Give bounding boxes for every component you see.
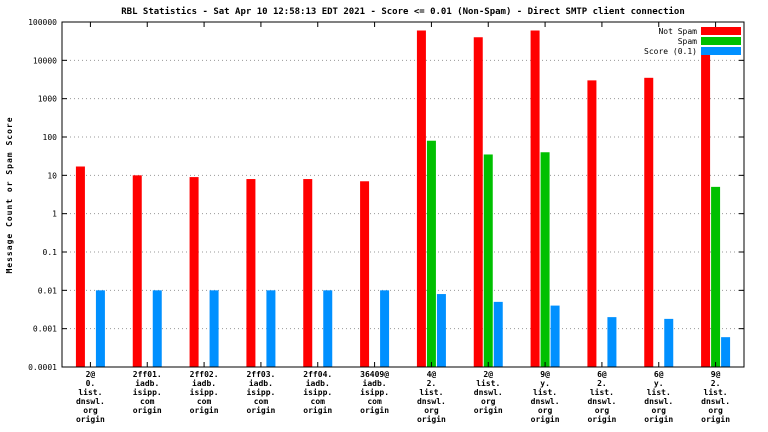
bar-not-spam-8 [530,30,540,367]
bar-score-0-1-5 [380,290,390,367]
y-tick-label: 0.001 [33,325,57,334]
bar-not-spam-6 [416,30,426,367]
y-tick-label: 1000 [38,95,57,104]
x-category-label-3: 2ff03. iadb. isipp. com origin [246,370,275,415]
bar-not-spam-9 [587,80,597,368]
bar-score-0-1-6 [436,294,446,367]
bar-not-spam-11 [701,48,711,367]
legend-label-score-0-1: Score (0.1) [644,47,697,56]
y-tick-label: 0.1 [43,248,58,257]
bar-score-0-1-1 [152,290,162,367]
x-category-label-1: 2ff01. iadb. isipp. com origin [133,370,162,415]
bar-not-spam-4 [303,179,313,367]
legend-label-not-spam: Not Spam [658,27,697,36]
bar-not-spam-2 [189,177,199,367]
y-axis-title: Message Count or Spam Score [5,116,14,273]
y-tick-label: 100 [43,133,58,142]
bar-score-0-1-8 [550,305,560,367]
bar-score-0-1-11 [721,337,731,367]
y-tick-label: 0.01 [38,286,57,295]
x-category-label-11: 9@ 2. list. dnswl. org origin [701,370,730,424]
plot-area: 100000 10000 1000 100 10 1 0.1 0.01 0.001 0.0001 2… [28,18,745,424]
bar-spam-6 [426,140,436,367]
bar-score-0-1-7 [493,301,503,367]
y-tick-label: 1 [52,210,57,219]
x-category-label-4: 2ff04. iadb. isipp. com origin [303,370,332,415]
bar-not-spam-1 [132,175,142,367]
bar-score-0-1-9 [607,317,617,367]
x-category-label-7: 2@ list. dnswl. org origin [474,370,503,415]
legend-swatch-not-spam [701,27,741,35]
bar-not-spam-10 [644,77,654,367]
x-category-label-8: 9@ y. list. dnswl. org origin [531,370,560,424]
bar-score-0-1-4 [323,290,333,367]
bar-score-0-1-10 [664,318,674,367]
x-category-label-0: 2@ 0. list. dnswl. org origin [76,370,105,424]
legend-swatch-score-0-1 [701,47,741,55]
y-tick-label: 10000 [33,56,57,65]
y-tick-label: 10 [47,171,57,180]
bar-score-0-1-3 [266,290,276,367]
y-tick-label: 100000 [28,18,57,27]
bar-not-spam-5 [360,181,370,367]
bar-score-0-1-0 [95,290,105,367]
bar-not-spam-7 [473,37,483,368]
bar-not-spam-3 [246,179,256,367]
bar-spam-11 [711,186,721,367]
x-category-label-10: 6@ y. list. dnswl. org origin [644,370,673,424]
x-category-label-5: 36409@ iadb. isipp. com origin [360,370,389,415]
bar-score-0-1-2 [209,290,219,367]
x-category-label-6: 4@ 2. list. dnswl. org origin [417,370,446,424]
x-category-label-2: 2ff02. iadb. isipp. com origin [190,370,219,415]
bar-spam-7 [483,154,493,367]
x-category-label-9: 6@ 2. list. dnswl. org origin [587,370,616,424]
y-tick-label: 0.0001 [28,363,57,372]
bar-spam-8 [540,152,550,367]
bar-not-spam-0 [75,166,85,367]
legend-label-spam: Spam [678,37,697,46]
chart-title: RBL Statistics - Sat Apr 10 12:58:13 EDT… [121,6,685,17]
plot-border [61,21,745,368]
legend-swatch-spam [701,37,741,45]
